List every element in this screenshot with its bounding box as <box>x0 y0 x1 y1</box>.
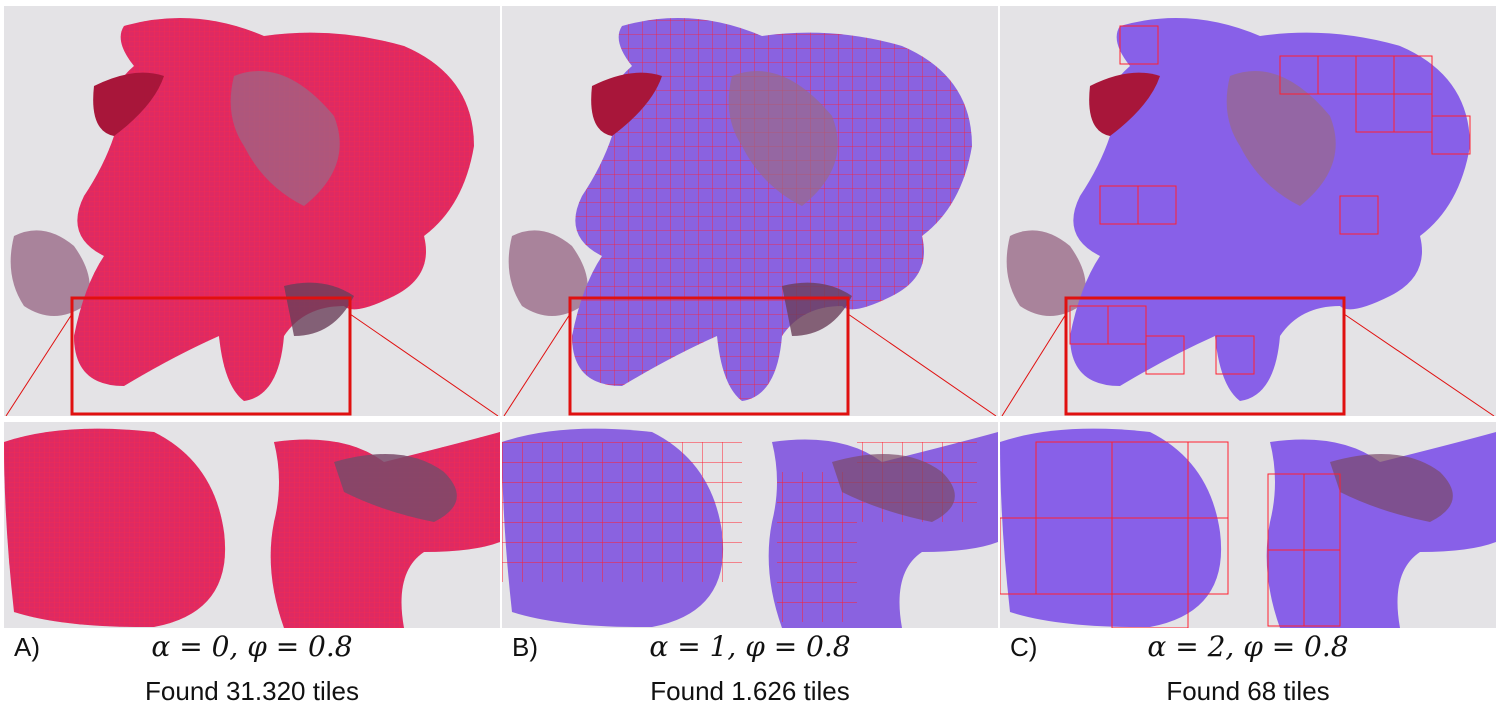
zoomed-region-a <box>4 422 500 628</box>
panel-letter: C) <box>1010 632 1038 662</box>
tile-count: Found 31.320 tiles <box>145 676 359 706</box>
parameter-formula: α = 1, φ = 0.8 <box>649 630 851 663</box>
tile-count: Found 68 tiles <box>1166 676 1330 706</box>
zoomed-region-c <box>1000 422 1496 628</box>
parameter-formula: α = 2, φ = 0.8 <box>1147 630 1349 663</box>
panel-letter: A) <box>14 632 40 662</box>
panel-b: B) α = 1, φ = 0.8 Found 1.626 tiles <box>502 0 998 711</box>
parameter-formula: α = 0, φ = 0.8 <box>151 630 353 663</box>
tile-count: Found 1.626 tiles <box>650 676 850 706</box>
whole-slide-image-a <box>4 6 500 416</box>
panel-a: A) α = 0, φ = 0.8 Found 31.320 tiles <box>4 0 500 711</box>
whole-slide-image-b <box>502 6 998 416</box>
zoomed-region-b <box>502 422 998 628</box>
panel-letter: B) <box>512 632 538 662</box>
panel-c: C) α = 2, φ = 0.8 Found 68 tiles <box>1000 0 1496 711</box>
whole-slide-image-c <box>1000 6 1496 416</box>
